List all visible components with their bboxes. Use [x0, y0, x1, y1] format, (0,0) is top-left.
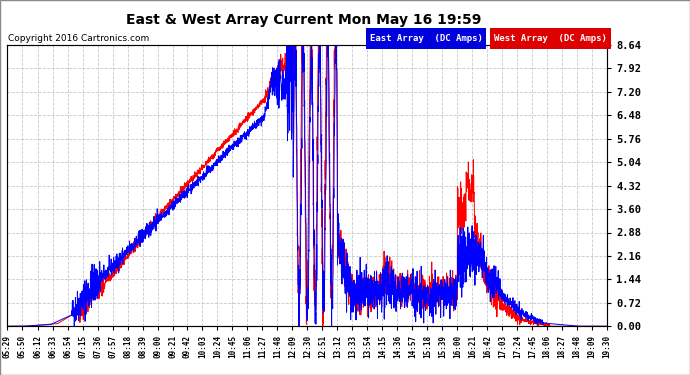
Text: East & West Array Current Mon May 16 19:59: East & West Array Current Mon May 16 19:…	[126, 13, 482, 27]
Text: Copyright 2016 Cartronics.com: Copyright 2016 Cartronics.com	[8, 34, 150, 43]
Text: East Array  (DC Amps): East Array (DC Amps)	[370, 34, 483, 43]
Text: West Array  (DC Amps): West Array (DC Amps)	[494, 34, 607, 43]
